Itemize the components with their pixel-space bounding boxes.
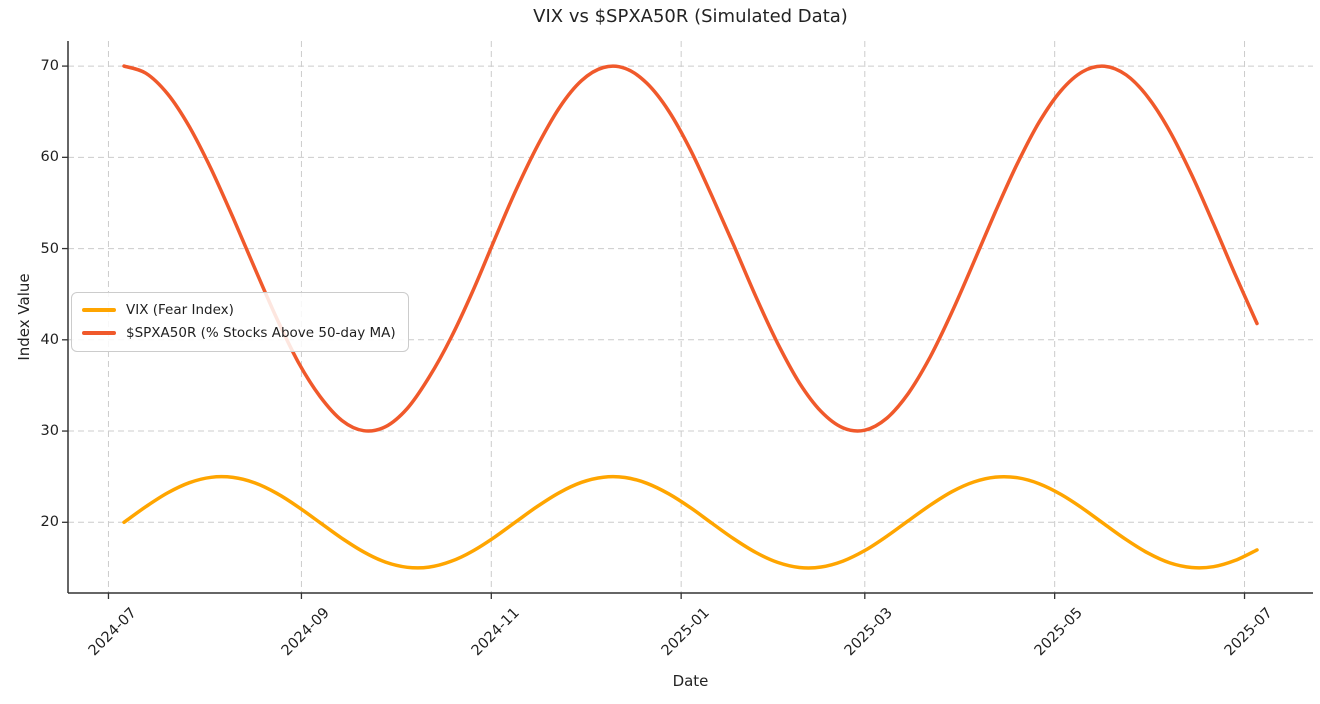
legend-label-spxa50r: $SPXA50R (% Stocks Above 50-day MA) [126, 325, 396, 341]
vix-line [122, 474, 1259, 570]
legend-label-vix: VIX (Fear Index) [126, 302, 234, 318]
legend-item-vix: VIX (Fear Index) [82, 302, 396, 318]
vix-line-swatch [82, 308, 116, 312]
legend-item-spxa50r: $SPXA50R (% Stocks Above 50-day MA) [82, 325, 396, 341]
y-tick-label: 50 [40, 240, 59, 257]
chart-title: VIX vs $SPXA50R (Simulated Data) [533, 6, 848, 27]
y-tick-label: 20 [40, 514, 59, 531]
legend: VIX (Fear Index) $SPXA50R (% Stocks Abov… [71, 292, 409, 352]
spxa50r-line-swatch [82, 331, 116, 335]
y-tick-label: 40 [40, 331, 59, 348]
spxa50r-line [122, 64, 1259, 433]
y-axis-label: Index Value [15, 273, 33, 361]
y-tick-label: 60 [40, 149, 59, 166]
x-axis-label: Date [672, 672, 709, 690]
y-tick-label: 70 [40, 58, 59, 75]
y-tick-label: 30 [40, 423, 59, 440]
